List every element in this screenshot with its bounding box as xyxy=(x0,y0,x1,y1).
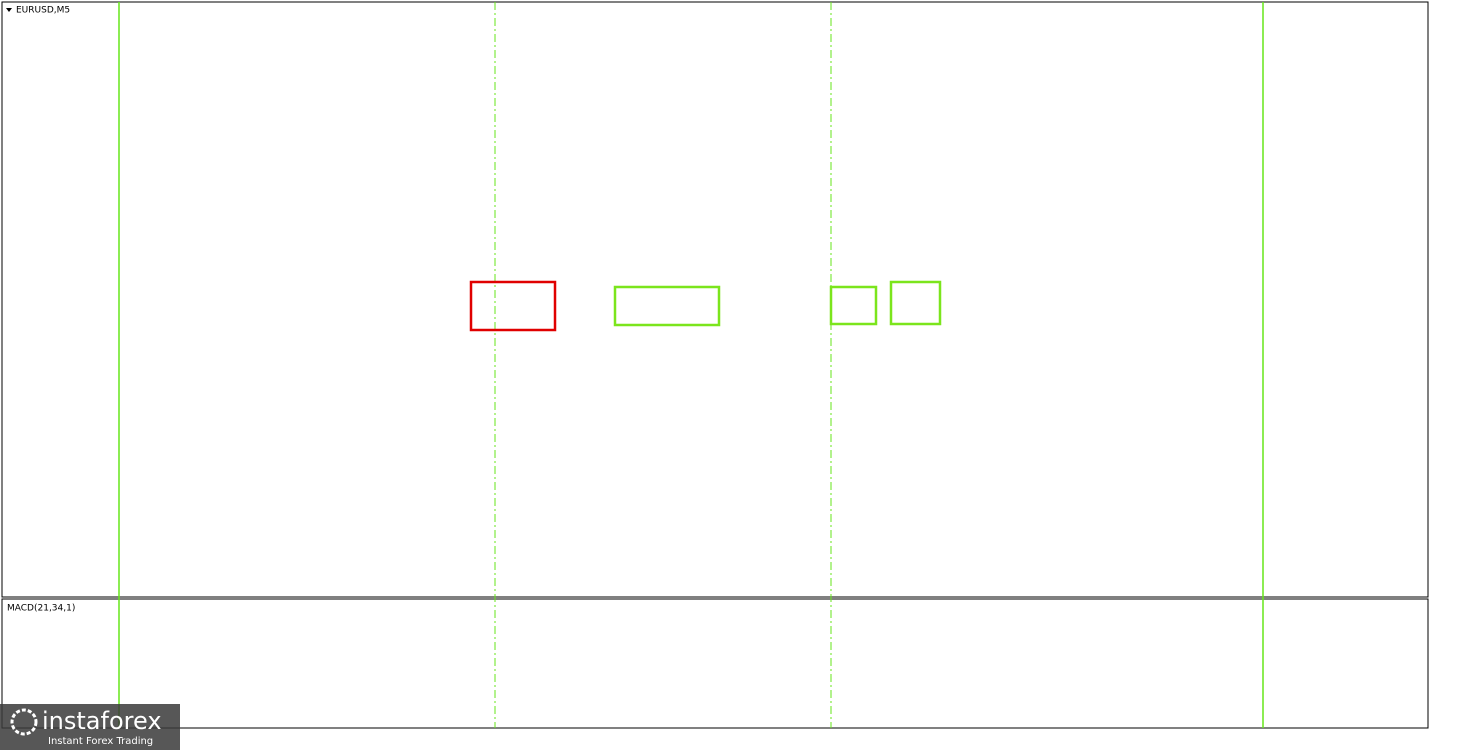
buy-signal-box xyxy=(829,285,878,326)
logo-text: instaforex xyxy=(42,707,162,735)
logo-icon xyxy=(10,708,38,736)
buy-signal-box xyxy=(613,285,721,327)
logo-tagline: Instant Forex Trading xyxy=(48,736,153,747)
menu-arrow xyxy=(6,8,12,12)
macd-title: MACD(21,34,1) xyxy=(7,604,75,614)
buy-signal-box xyxy=(889,280,942,326)
price-frame xyxy=(1,1,1429,598)
symbol: EURUSD,M5 xyxy=(16,6,70,16)
sell-signal-box xyxy=(469,280,557,332)
macd-frame xyxy=(1,598,1429,729)
